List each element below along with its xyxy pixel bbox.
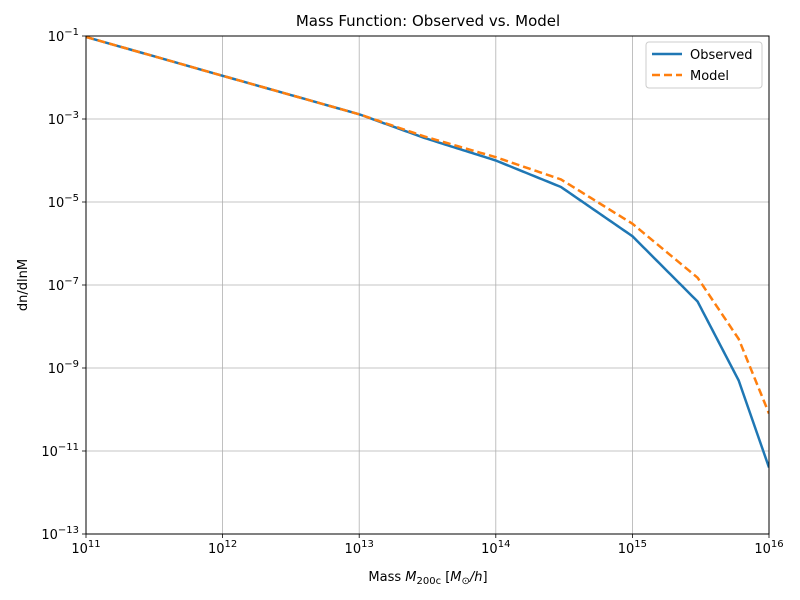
legend-label-model: Model: [690, 69, 729, 84]
y-tick-label: 10−13: [41, 525, 79, 543]
x-tick-label: 1014: [481, 539, 510, 557]
series-line-model: [86, 36, 769, 414]
x-tick-label: 1011: [71, 539, 100, 557]
x-tick-label: 1016: [754, 539, 783, 557]
x-axis-ticks: 1011 1012 1013 1014 1015 1016: [71, 534, 784, 557]
plot-lines: [86, 36, 769, 468]
y-axis-ticks: 10−1 10−3 10−5 10−7 10−9 10−11 10−13: [41, 27, 86, 543]
x-axis-label: Mass M200c [M⊙/h]: [368, 570, 487, 587]
series-line-observed: [86, 36, 769, 468]
x-tick-label: 1013: [345, 539, 374, 557]
y-tick-label: 10−7: [48, 276, 79, 294]
chart-title: Mass Function: Observed vs. Model: [296, 12, 560, 30]
legend: Observed Model: [645, 41, 763, 89]
y-tick-label: 10−11: [41, 442, 79, 460]
y-tick-label: 10−5: [48, 193, 79, 211]
x-tick-label: 1015: [618, 539, 647, 557]
y-axis-label: dn/dlnM: [16, 259, 31, 311]
y-tick-label: 10−3: [48, 110, 79, 128]
x-tick-label: 1012: [208, 539, 237, 557]
y-tick-label: 10−1: [48, 27, 79, 45]
legend-label-observed: Observed: [690, 48, 753, 63]
y-tick-label: 10−9: [48, 359, 79, 377]
